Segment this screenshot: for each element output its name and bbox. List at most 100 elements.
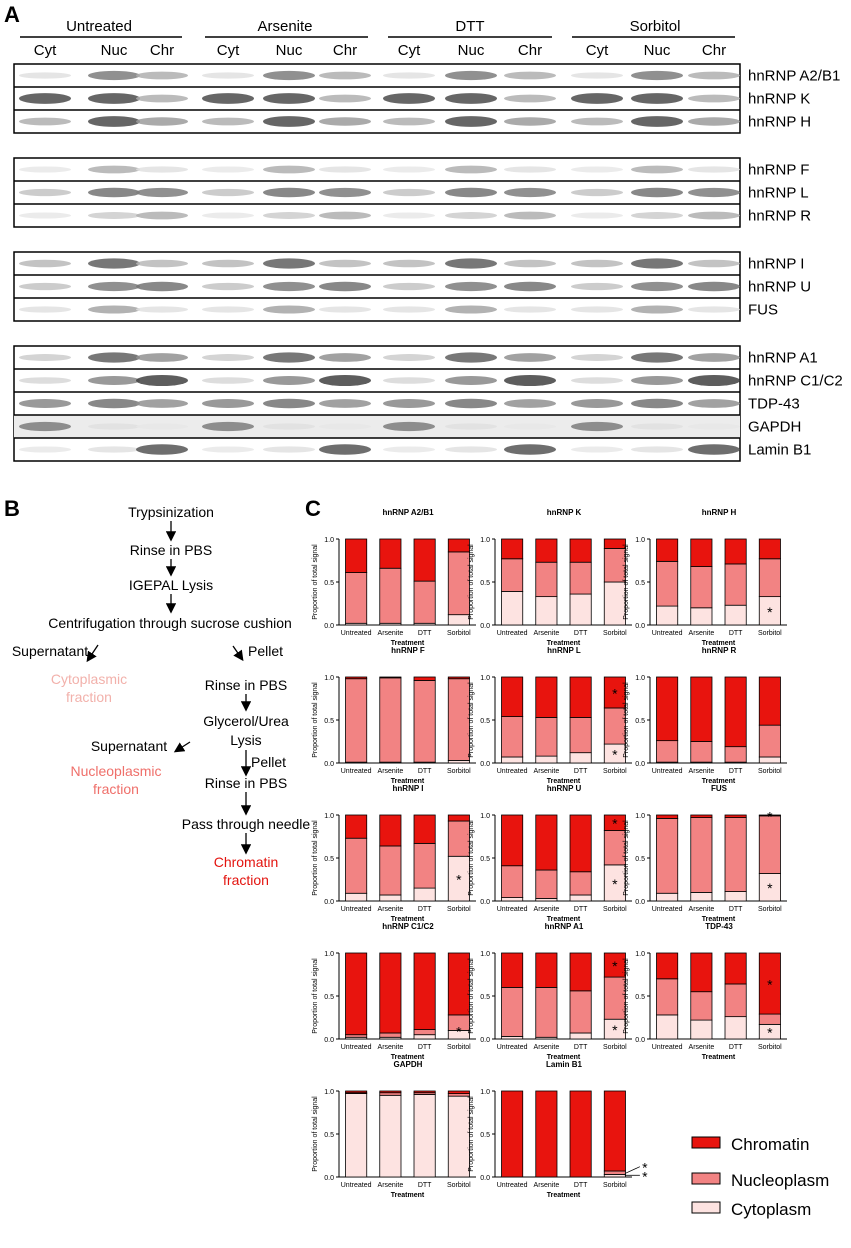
bar-nucleoplasm-untreated: [656, 740, 679, 763]
chart-hnrnp-a1: hnRNP A1 0.0 0.5 1.0 Proportion of total sig…: [468, 922, 632, 1061]
bar-chromatin-sorbitol: [758, 814, 781, 817]
significance-asterisk: *: [612, 747, 618, 763]
y-tick-label: 1.0: [324, 813, 334, 820]
x-tick-label: DTT: [574, 1182, 588, 1189]
x-tick-label: Untreated: [652, 906, 683, 913]
blot-band: [136, 94, 188, 103]
bar-chromatin-sorbitol: [758, 952, 781, 1015]
bar-cytoplasm-sorbitol: [758, 756, 781, 764]
significance-asterisk: *: [612, 685, 618, 701]
chart-fus: FUS 0.0 0.5 1.0 Proportion of total signal Un…: [623, 784, 787, 923]
blot-band: [263, 212, 315, 219]
x-tick-label: Arsenite: [378, 630, 404, 637]
y-tick-label: 0.5: [635, 580, 645, 587]
x-tick-label: Arsenite: [689, 1044, 715, 1051]
blot-band: [202, 117, 254, 126]
x-axis-label: Treatment: [702, 640, 736, 647]
y-tick-label: 0.5: [480, 580, 490, 587]
blot-band: [19, 188, 71, 197]
bar-nucleoplasm-arsenite: [690, 817, 713, 893]
blot-band: [504, 281, 556, 292]
y-axis-label: Proportion of total signal: [468, 820, 475, 896]
bar-chromatin-untreated: [345, 676, 368, 680]
bar-nucleoplasm-sorbitol: [603, 1170, 626, 1175]
blot-band: [688, 117, 740, 126]
bar-cytoplasm-untreated: [501, 897, 524, 902]
lane-label-arsenite-cyt: Cyt: [217, 42, 240, 59]
x-tick-label: DTT: [729, 768, 743, 775]
blot-band: [445, 305, 497, 314]
x-axis-label: Treatment: [547, 778, 581, 785]
x-tick-label: Untreated: [341, 1182, 372, 1189]
significance-asterisk: *: [767, 880, 773, 896]
lane-label-dtt-cyt: Cyt: [398, 42, 421, 59]
blot-band: [571, 306, 623, 313]
bar-nucleoplasm-untreated: [656, 560, 679, 607]
blot-band: [445, 258, 497, 269]
blot-band: [571, 377, 623, 384]
blot-band: [445, 165, 497, 174]
bar-nucleoplasm-sorbitol: [447, 820, 470, 857]
bar-nucleoplasm-dtt: [724, 817, 747, 892]
blot-band: [319, 71, 371, 80]
blot-band: [688, 399, 740, 408]
blot-band: [88, 305, 140, 314]
x-tick-label: Arsenite: [378, 1044, 404, 1051]
y-tick-label: 0.5: [635, 994, 645, 1001]
x-axis-label: Treatment: [702, 1054, 736, 1061]
blot-label-hnrnp-a1: hnRNP A1: [748, 350, 818, 367]
chart-hnrnp-r: hnRNP R 0.0 0.5 1.0 Proportion of total sign…: [623, 646, 787, 785]
blot-band: [504, 166, 556, 173]
bar-nucleoplasm-sorbitol: [758, 724, 781, 758]
significance-asterisk: *: [456, 1023, 462, 1039]
blot-band: [19, 282, 71, 291]
x-axis-label: Treatment: [702, 778, 736, 785]
bar-chromatin-untreated: [345, 814, 368, 839]
y-tick-label: 0.5: [635, 856, 645, 863]
blot-band: [263, 352, 315, 363]
bar-nucleoplasm-arsenite: [379, 845, 402, 896]
blot-band: [688, 259, 740, 268]
y-tick-label: 1.0: [635, 675, 645, 682]
bar-chromatin-dtt: [413, 814, 436, 844]
y-axis-label: Proportion of total signal: [312, 958, 319, 1034]
blot-label-fus: FUS: [748, 302, 778, 319]
blot-label-hnrnp-a2-b1: hnRNP A2/B1: [748, 68, 840, 85]
blot-band: [631, 212, 683, 219]
panel-a-label: A: [4, 2, 20, 27]
bar-nucleoplasm-untreated: [345, 837, 368, 894]
bar-cytoplasm-arsenite: [379, 894, 402, 902]
chart-title: hnRNP F: [391, 646, 425, 655]
blot-band: [88, 376, 140, 385]
bar-chromatin-untreated: [345, 538, 368, 573]
bar-nucleoplasm-dtt: [413, 680, 436, 763]
bar-cytoplasm-dtt: [413, 1094, 436, 1178]
chart-title: Lamin B1: [546, 1060, 583, 1069]
bar-cytoplasm-dtt: [569, 1032, 592, 1040]
bar-cytoplasm-arsenite: [379, 1094, 402, 1178]
blot-band: [88, 281, 140, 292]
lane-label-dtt-chr: Chr: [518, 42, 542, 59]
x-tick-label: DTT: [729, 1044, 743, 1051]
x-axis-label: Treatment: [547, 916, 581, 923]
x-tick-label: Sorbitol: [447, 906, 471, 913]
blot-band: [504, 353, 556, 362]
y-tick-label: 1.0: [480, 537, 490, 544]
y-axis-label: Proportion of total signal: [623, 544, 630, 620]
blot-band: [383, 117, 435, 126]
bar-nucleoplasm-untreated: [501, 865, 524, 898]
y-tick-label: 0.5: [324, 580, 334, 587]
bar-cytoplasm-untreated: [501, 591, 524, 626]
blot-band: [263, 165, 315, 174]
bar-cytoplasm-sorbitol: [447, 614, 470, 626]
significance-asterisk: *: [767, 604, 773, 620]
blot-band: [19, 259, 71, 268]
bar-cytoplasm-untreated: [656, 605, 679, 626]
blot-band: [319, 211, 371, 220]
blot-band: [263, 305, 315, 314]
bar-cytoplasm-dtt: [724, 604, 747, 626]
panel-c-label: C: [305, 496, 321, 521]
bar-nucleoplasm-arsenite: [690, 741, 713, 763]
x-tick-label: Arsenite: [534, 906, 560, 913]
significance-asterisk: *: [642, 1160, 648, 1176]
